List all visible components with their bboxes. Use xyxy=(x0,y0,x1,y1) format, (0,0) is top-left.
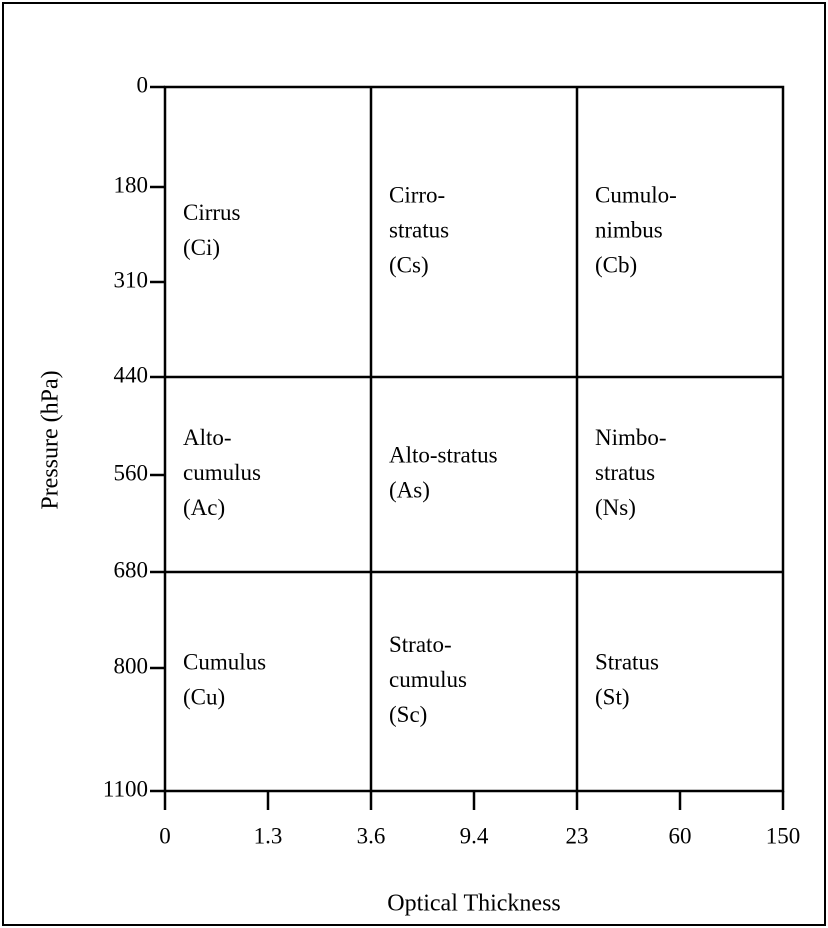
cell-label: (Cb) xyxy=(595,252,637,277)
cell-label: (Cu) xyxy=(183,684,225,709)
y-axis-label: Pressure (hPa) xyxy=(38,370,64,509)
cell-label: (Cs) xyxy=(389,252,429,277)
y-tick-label: 310 xyxy=(114,267,149,292)
x-tick-label: 9.4 xyxy=(460,823,489,848)
y-tick-label: 800 xyxy=(114,653,149,678)
cell-label: stratus xyxy=(595,460,655,485)
cell-label: Cirrus xyxy=(183,200,241,225)
y-tick-label: 680 xyxy=(114,557,149,582)
x-tick-label: 0 xyxy=(159,823,171,848)
y-tick-label: 180 xyxy=(114,172,149,197)
cell-label: (Ci) xyxy=(183,235,220,260)
cell-label: Cumulus xyxy=(183,649,266,674)
cell-label: Strato- xyxy=(389,632,452,657)
x-axis-label: Optical Thickness xyxy=(387,891,561,917)
cell-label: Alto-stratus xyxy=(389,442,498,467)
x-tick-label: 60 xyxy=(669,823,692,848)
cell-label: Alto- xyxy=(183,425,232,450)
cell-label: (Sc) xyxy=(389,702,427,727)
cell-label: (Ac) xyxy=(183,495,225,520)
cell-label: Cirro- xyxy=(389,182,445,207)
cell-label: (As) xyxy=(389,477,430,502)
x-tick-label: 1.3 xyxy=(254,823,283,848)
cell-label: nimbus xyxy=(595,217,663,242)
x-tick-label: 3.6 xyxy=(357,823,386,848)
y-tick-label: 1100 xyxy=(103,776,148,801)
cell-label: Cumulo- xyxy=(595,182,677,207)
cell-label: Stratus xyxy=(595,649,659,674)
cell-label: (Ns) xyxy=(595,495,636,520)
cell-label: (St) xyxy=(595,684,630,709)
y-tick-label: 560 xyxy=(114,460,149,485)
y-tick-label: 0 xyxy=(137,72,149,97)
cell-label: cumulus xyxy=(389,667,467,692)
grid-border xyxy=(163,85,785,793)
x-tick-label: 150 xyxy=(766,823,801,848)
cell-label: Nimbo- xyxy=(595,425,667,450)
x-tick-label: 23 xyxy=(566,823,589,848)
y-tick-label: 440 xyxy=(114,362,149,387)
cell-label: cumulus xyxy=(183,460,261,485)
cell-label: stratus xyxy=(389,217,449,242)
